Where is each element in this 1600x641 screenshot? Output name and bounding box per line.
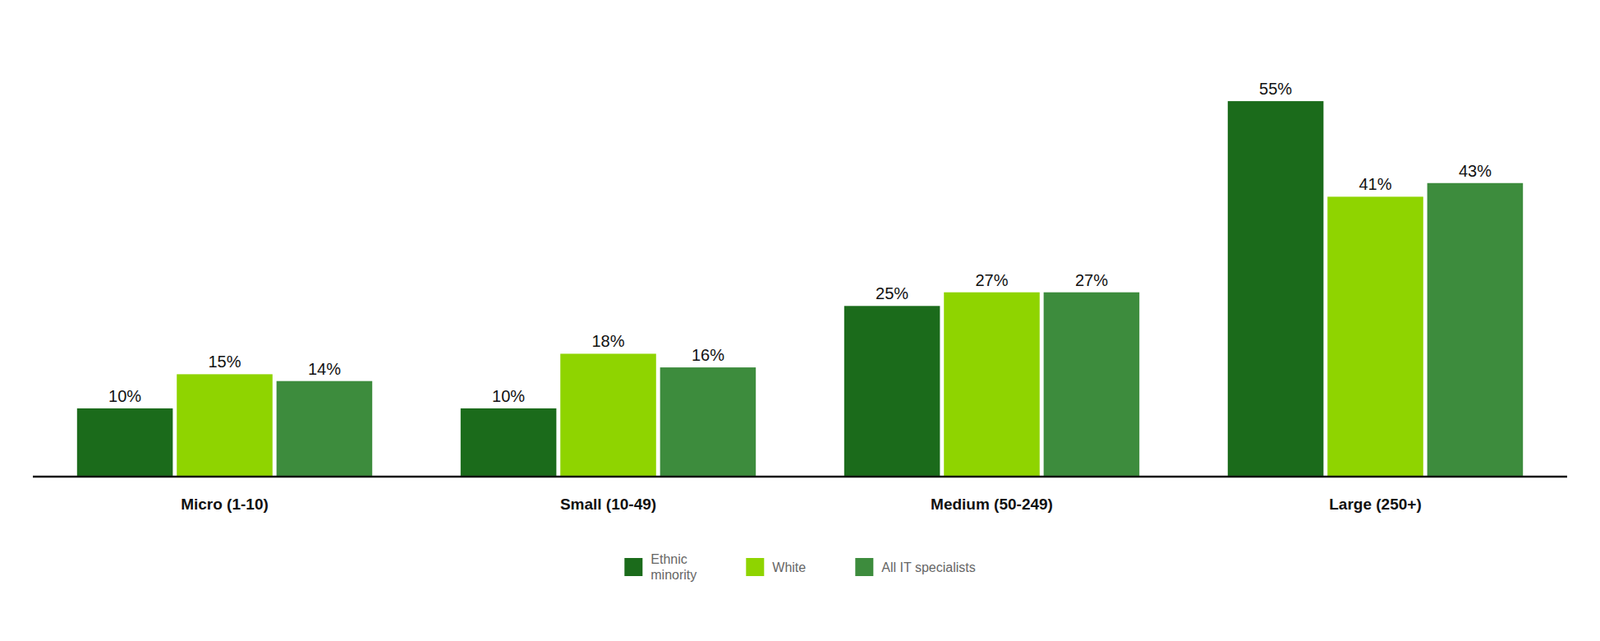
legend-swatch <box>745 557 764 576</box>
legend-label: Ethnicminority <box>650 551 697 582</box>
data-label: 18% <box>591 331 625 350</box>
data-label: 27% <box>974 271 1008 290</box>
x-tick-label: Medium (50-249) <box>930 495 1053 513</box>
data-label: 15% <box>207 352 241 371</box>
data-label: 43% <box>1458 161 1492 180</box>
legend-label: White <box>772 560 806 575</box>
bar <box>276 381 373 477</box>
legend-label: All IT specialists <box>881 560 975 575</box>
data-label: 10% <box>108 386 142 405</box>
legend-swatch <box>855 557 874 576</box>
data-label: 55% <box>1259 79 1292 98</box>
x-tick-label: Large (250+) <box>1328 495 1421 513</box>
data-labels: 10% 10% 25% 55% 15% 18% 27% 41% 14% 16% 27% 43% <box>108 79 1492 405</box>
bar <box>77 408 174 477</box>
data-label: 25% <box>875 284 909 303</box>
bar <box>1327 196 1424 477</box>
x-tick-label: Micro (1-10) <box>180 495 269 513</box>
data-label: 10% <box>491 386 525 405</box>
chart: 10% 10% 25% 55% 15% 18% 27% 41% 14% 16% 27% 43% Micr… <box>0 0 1600 641</box>
bar <box>560 353 657 477</box>
legend: Ethnicminority White All IT specialists <box>624 551 975 582</box>
data-label: 14% <box>308 359 341 378</box>
x-tick-label: Small (10-49) <box>560 495 657 513</box>
x-tick-labels: Micro (1-10) Small (10-49) Medium (50-249)… <box>180 495 1422 513</box>
data-label: 27% <box>1075 271 1109 290</box>
data-label: 16% <box>691 345 725 364</box>
bar <box>943 292 1040 477</box>
bar <box>460 408 557 477</box>
legend-item: Ethnicminority <box>624 551 697 582</box>
x-axis-line <box>32 475 1568 479</box>
legend-item: All IT specialists <box>855 557 975 576</box>
legend-item: White <box>745 557 806 576</box>
bar <box>1227 101 1325 477</box>
legend-swatch <box>624 557 643 576</box>
bar <box>844 305 941 477</box>
bar <box>1043 292 1141 477</box>
data-label: 41% <box>1358 174 1392 194</box>
bar <box>176 373 273 477</box>
bars <box>77 101 1523 477</box>
bar <box>660 367 757 477</box>
bar <box>1427 183 1524 477</box>
